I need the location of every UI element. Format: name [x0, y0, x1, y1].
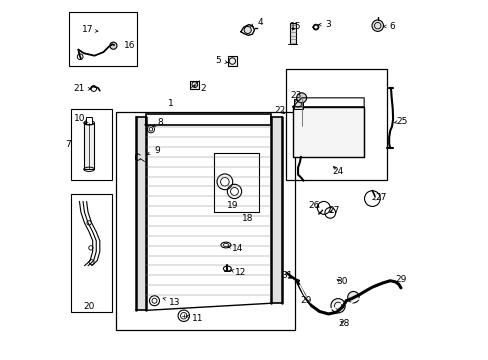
Text: 13: 13	[163, 298, 180, 307]
Text: 20: 20	[83, 302, 95, 311]
Text: 3: 3	[318, 20, 331, 29]
Text: 22: 22	[274, 106, 285, 115]
Text: 6: 6	[383, 22, 395, 31]
Text: 24: 24	[332, 166, 343, 176]
Text: 15: 15	[289, 22, 300, 31]
Circle shape	[296, 93, 306, 103]
Bar	[190, 81, 199, 89]
Text: 9: 9	[147, 146, 160, 155]
Bar	[214, 153, 258, 212]
Text: 4: 4	[250, 18, 263, 27]
Text: 1: 1	[168, 99, 174, 108]
Bar	[227, 57, 237, 66]
Text: 30: 30	[335, 277, 346, 286]
Text: 29: 29	[394, 275, 406, 284]
Text: 26: 26	[308, 201, 319, 210]
Text: 14: 14	[227, 244, 243, 253]
Text: 18: 18	[241, 214, 253, 223]
Bar	[69, 12, 137, 66]
Bar	[71, 109, 112, 180]
Bar	[145, 114, 271, 125]
Text: 7: 7	[65, 140, 70, 149]
Circle shape	[371, 20, 383, 31]
Text: 2: 2	[193, 84, 206, 93]
Bar	[116, 112, 294, 330]
Text: 31: 31	[280, 271, 292, 280]
Text: 17: 17	[82, 26, 98, 35]
Text: 19: 19	[227, 201, 238, 210]
Bar	[292, 107, 364, 157]
Circle shape	[330, 298, 345, 313]
Bar	[271, 117, 282, 303]
Text: 10: 10	[74, 114, 88, 123]
Text: 28: 28	[337, 319, 349, 328]
Text: 27: 27	[328, 206, 340, 215]
Bar	[293, 99, 302, 109]
Text: 21: 21	[74, 84, 91, 93]
Bar	[285, 69, 386, 180]
Text: 8: 8	[152, 118, 163, 127]
Text: 5: 5	[214, 56, 227, 65]
Circle shape	[110, 42, 117, 49]
Text: 16: 16	[123, 41, 135, 50]
Circle shape	[312, 24, 318, 30]
Text: 25: 25	[393, 117, 407, 126]
Bar	[86, 117, 92, 123]
Text: 27: 27	[372, 193, 386, 202]
Circle shape	[347, 292, 358, 303]
Bar	[135, 117, 145, 310]
Circle shape	[244, 26, 251, 33]
Text: 11: 11	[186, 314, 203, 323]
Text: 12: 12	[230, 268, 246, 277]
Text: 29: 29	[300, 296, 311, 305]
Bar	[83, 123, 94, 169]
Bar	[71, 194, 112, 312]
Text: 23: 23	[289, 91, 301, 100]
Bar	[289, 23, 295, 44]
